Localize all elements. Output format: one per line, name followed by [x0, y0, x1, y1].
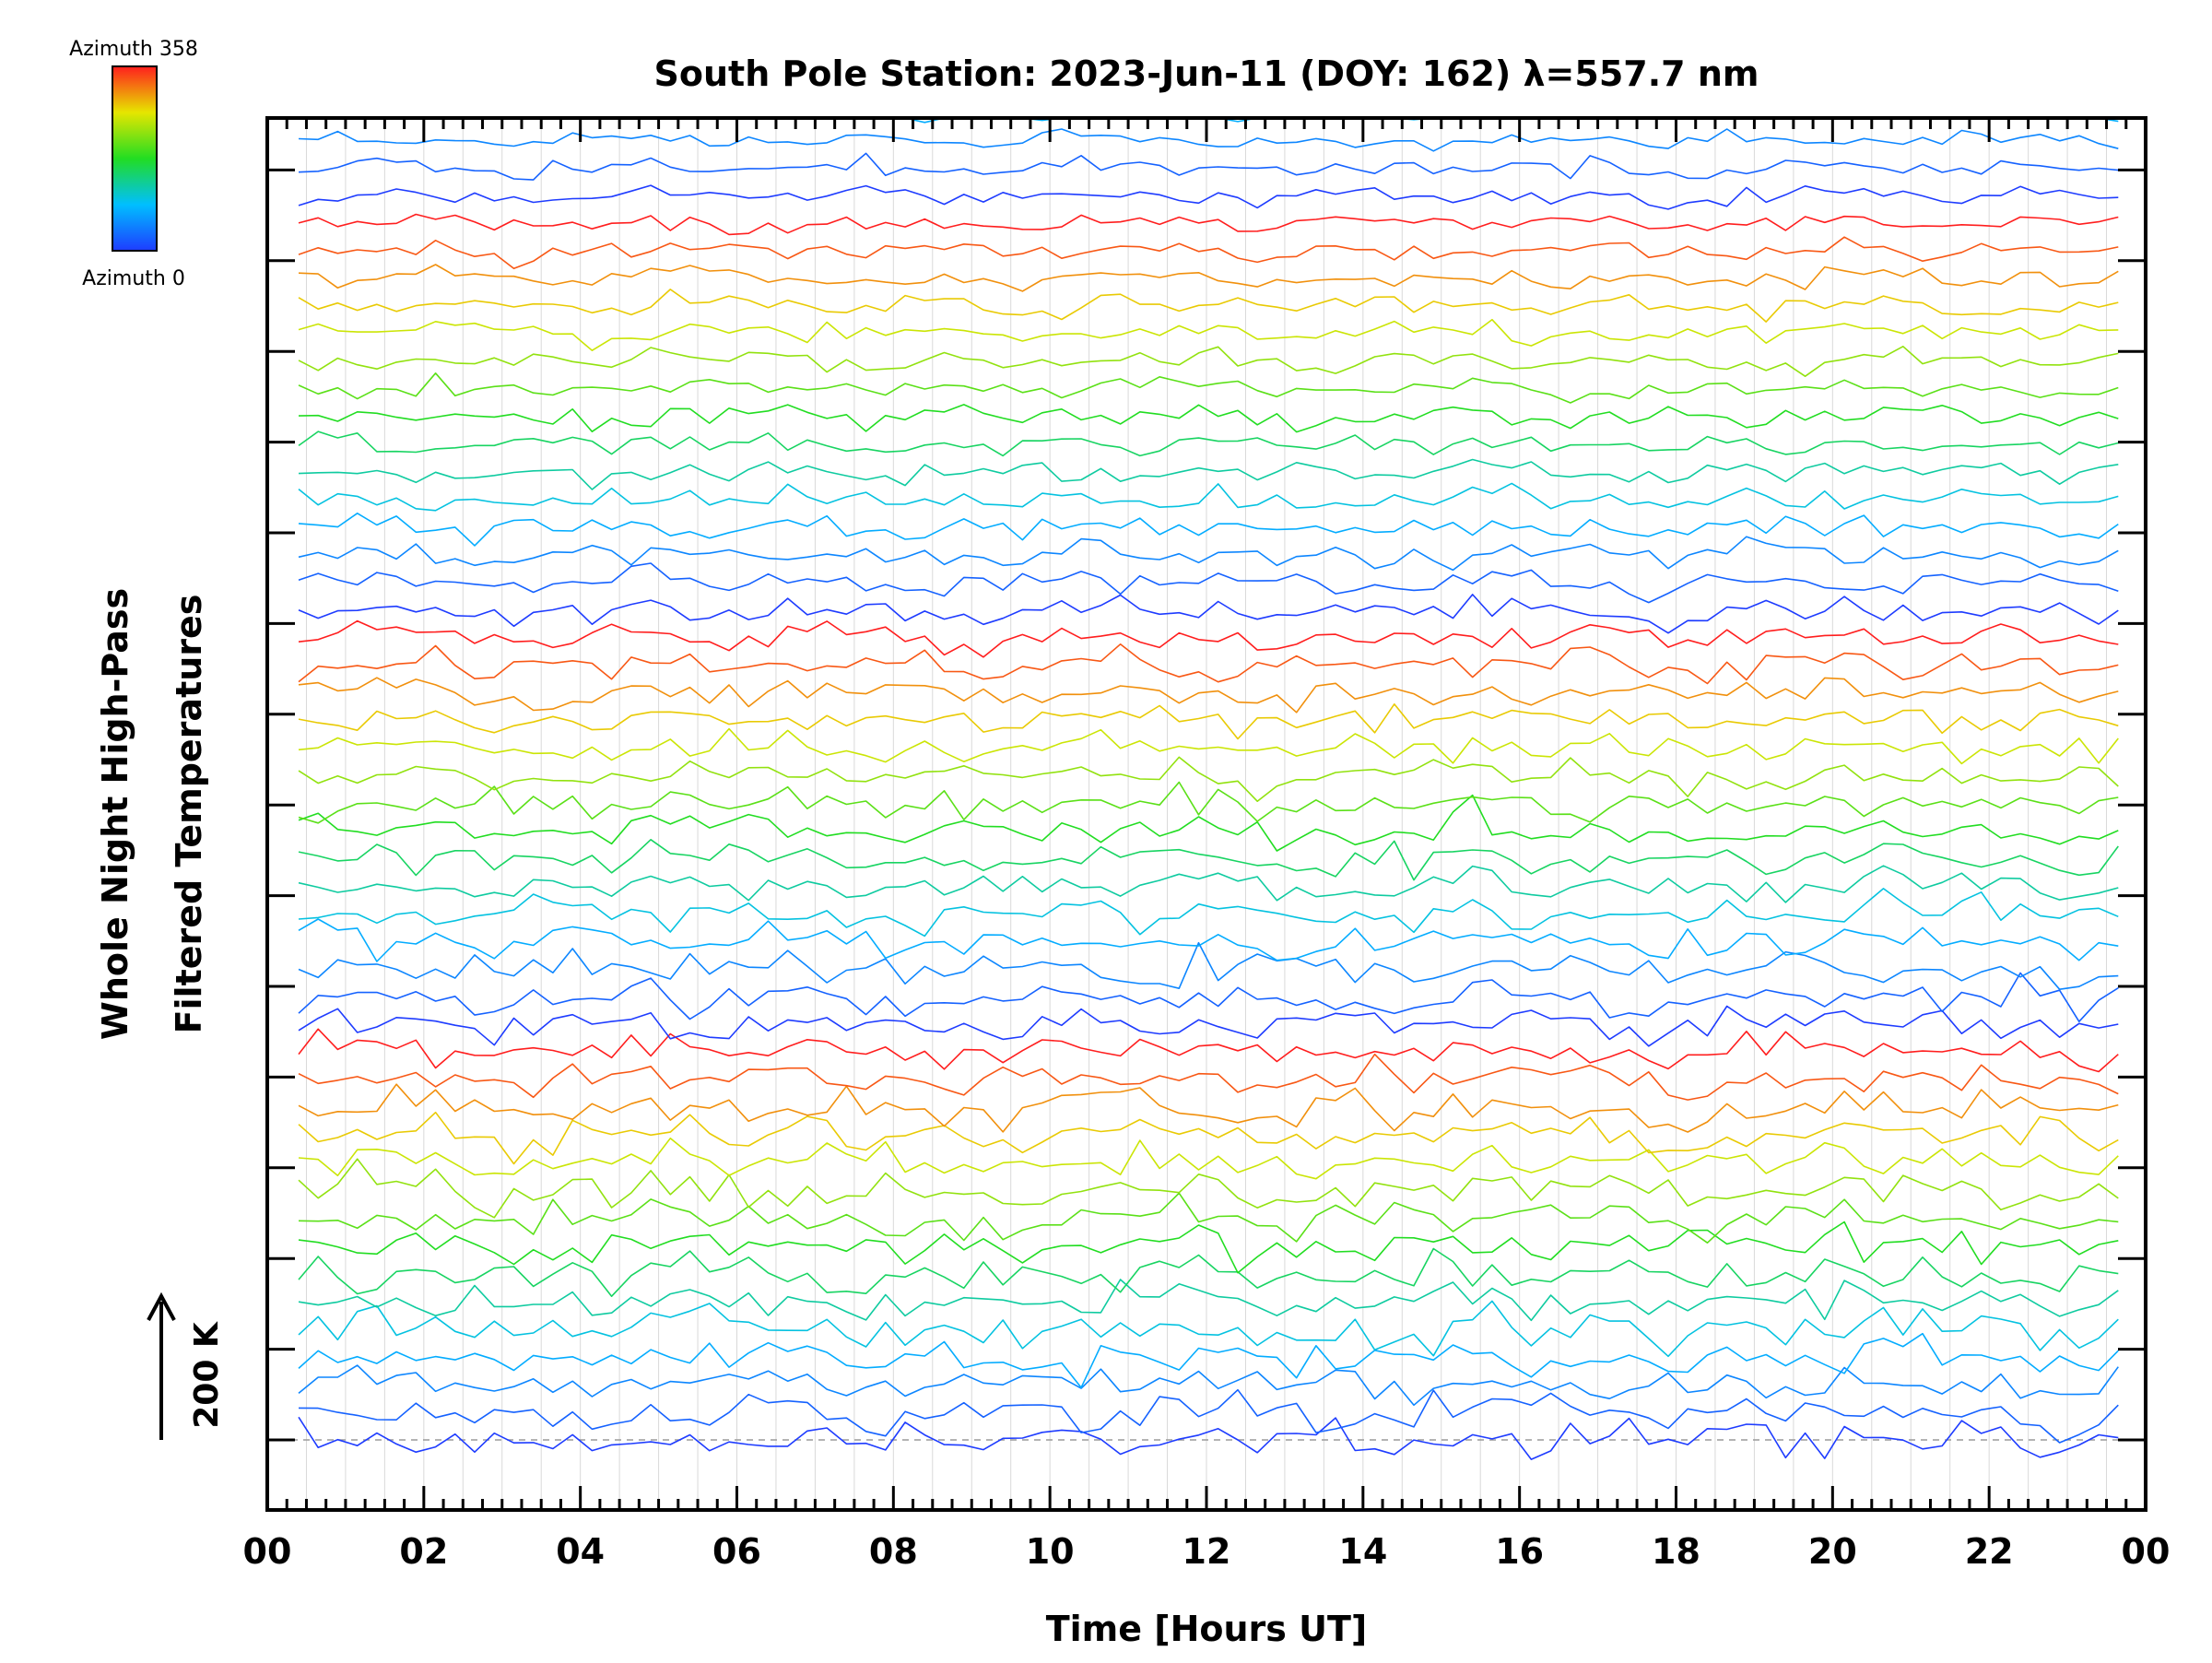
trace-line-34 [298, 482, 2119, 512]
trace-line-21 [298, 838, 2119, 881]
trace-line-26 [298, 702, 2119, 740]
trace-line-47 [298, 128, 2119, 152]
colorbar-gradient [112, 65, 158, 252]
x-tick-label: 04 [556, 1531, 605, 1572]
x-tick-label: 00 [2122, 1531, 2171, 1572]
x-tick-label: 16 [1495, 1531, 1544, 1572]
trace-line-40 [298, 318, 2119, 352]
trace-line-10 [298, 1138, 2119, 1180]
x-tick-label: 12 [1182, 1531, 1231, 1572]
trace-line-8 [298, 1192, 2119, 1244]
trace-line-23 [298, 781, 2119, 824]
trace-line-39 [298, 345, 2119, 378]
x-tick-label: 14 [1338, 1531, 1387, 1572]
trace-line-31 [298, 562, 2119, 604]
trace-line-1 [298, 1388, 2119, 1444]
trace-line-33 [298, 512, 2119, 547]
trace-line-3 [298, 1332, 2119, 1388]
trace-line-45 [298, 184, 2119, 210]
azimuth-colorbar: Azimuth 358 Azimuth 0 [69, 38, 198, 290]
trace-line-0 [298, 1416, 2119, 1460]
trace-line-32 [298, 536, 2119, 572]
trace-line-15 [298, 1005, 2119, 1047]
trace-line-18 [298, 918, 2119, 962]
x-tick-label: 10 [1026, 1531, 1075, 1572]
grid-layer [305, 118, 2108, 1510]
scale-bar-label: 200 K [188, 1321, 226, 1429]
trace-line-38 [298, 372, 2119, 404]
trace-line-19 [298, 888, 2119, 938]
trace-line-22 [298, 794, 2119, 852]
trace-line-35 [298, 458, 2119, 490]
trace-line-6 [298, 1247, 2119, 1297]
trace-line-29 [298, 619, 2119, 658]
chart-title: South Pole Station: 2023-Jun-11 (DOY: 16… [654, 53, 1759, 94]
x-tick-label: 06 [712, 1531, 761, 1572]
trace-line-13 [298, 1053, 2119, 1101]
trace-line-25 [298, 727, 2119, 765]
colorbar-top-label: Azimuth 358 [69, 38, 198, 61]
x-tick-label: 02 [399, 1531, 448, 1572]
trace-line-4 [298, 1300, 2119, 1358]
trace-line-20 [298, 865, 2119, 903]
x-tick-label: 08 [869, 1531, 918, 1572]
y-axis-label-line2: Filtered Temperatures [169, 595, 209, 1034]
trace-line-44 [298, 213, 2119, 236]
trace-line-28 [298, 643, 2119, 685]
trace-line-27 [298, 677, 2119, 714]
trace-line-46 [298, 152, 2119, 181]
colorbar-bottom-label: Azimuth 0 [82, 267, 185, 290]
trace-line-24 [298, 756, 2119, 803]
traces-layer [298, 117, 2119, 1460]
tick-layer [265, 118, 2147, 1510]
x-tick-label: 18 [1652, 1531, 1700, 1572]
trace-line-2 [298, 1364, 2119, 1407]
trace-line-16 [298, 972, 2119, 1022]
trace-line-5 [298, 1279, 2119, 1322]
trace-line-14 [298, 1028, 2119, 1073]
trace-line-37 [298, 404, 2119, 433]
x-axis-label: Time [Hours UT] [1046, 1609, 1368, 1649]
trace-line-43 [298, 236, 2119, 270]
y-axis-label-line1: Whole Night High-Pass [95, 588, 135, 1040]
trace-line-12 [298, 1083, 2119, 1133]
trace-line-42 [298, 264, 2119, 292]
trace-line-17 [298, 941, 2119, 990]
x-tick-label: 20 [1808, 1531, 1857, 1572]
x-tick-label: 22 [1965, 1531, 2014, 1572]
scale-bar: 200 K [147, 1291, 226, 1440]
trace-line-11 [298, 1111, 2119, 1165]
scale-bar-arrowhead [147, 1291, 176, 1321]
trace-line-7 [298, 1221, 2119, 1274]
trace-line-30 [298, 594, 2119, 634]
x-tick-label: 00 [243, 1531, 292, 1572]
trace-line-9 [298, 1158, 2119, 1219]
trace-line-36 [298, 430, 2119, 457]
trace-line-41 [298, 289, 2119, 323]
x-tick-labels: 00 02 04 06 08 10 12 14 16 18 20 22 00 [243, 1531, 2171, 1572]
